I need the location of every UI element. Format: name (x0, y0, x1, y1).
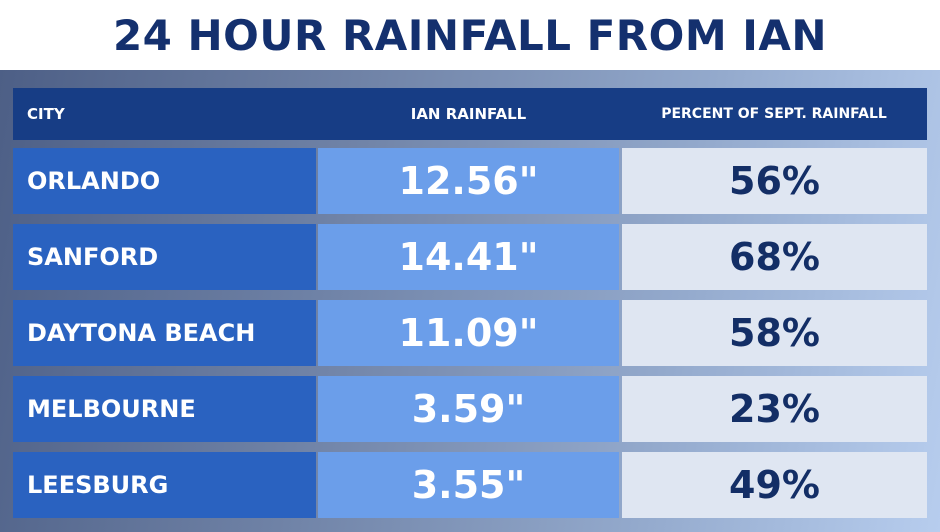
header-rainfall: IAN RAINFALL (410, 105, 527, 123)
city-cell: LEESBURG (13, 452, 316, 518)
header-percent: PERCENT OF SEPT. RAINFALL (661, 106, 887, 122)
table-row: MELBOURNE 3.59" 23% (13, 376, 927, 442)
percent-cell: 68% (622, 224, 927, 290)
rainfall-cell: 12.56" (318, 148, 619, 214)
rainfall-cell: 3.59" (318, 376, 619, 442)
table-row: DAYTONA BEACH 11.09" 58% (13, 300, 927, 366)
page-title: 24 HOUR RAINFALL FROM IAN (112, 10, 828, 60)
rainfall-cell: 14.41" (318, 224, 619, 290)
rainfall-cell: 3.55" (318, 452, 619, 518)
table-header-row: CITY IAN RAINFALL PERCENT OF SEPT. RAINF… (13, 88, 927, 140)
title-bar: 24 HOUR RAINFALL FROM IAN (0, 0, 940, 70)
percent-cell: 58% (622, 300, 927, 366)
rainfall-cell: 11.09" (318, 300, 619, 366)
table-row: SANFORD 14.41" 68% (13, 224, 927, 290)
city-cell: SANFORD (13, 224, 316, 290)
percent-cell: 49% (622, 452, 927, 518)
city-cell: DAYTONA BEACH (13, 300, 316, 366)
rainfall-table: CITY IAN RAINFALL PERCENT OF SEPT. RAINF… (0, 70, 940, 532)
table-row: LEESBURG 3.55" 49% (13, 452, 927, 518)
percent-cell: 23% (622, 376, 927, 442)
table-row: ORLANDO 12.56" 56% (13, 148, 927, 214)
city-cell: MELBOURNE (13, 376, 316, 442)
city-cell: ORLANDO (13, 148, 316, 214)
percent-cell: 56% (622, 148, 927, 214)
header-city: CITY (27, 105, 65, 123)
